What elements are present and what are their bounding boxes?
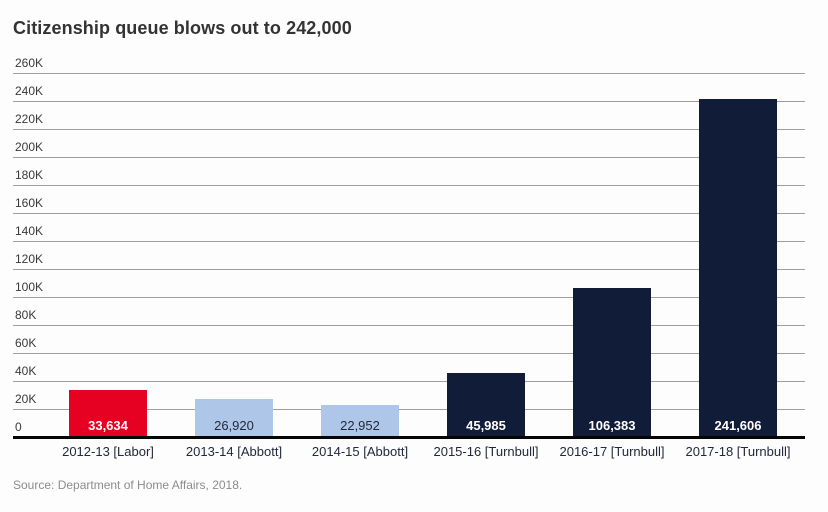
gridline [13,129,805,130]
gridline [13,241,805,242]
bar: 33,634 [69,389,147,437]
y-axis-tick-label: 40K [15,364,37,378]
y-axis-tick-label: 160K [15,196,44,210]
gridline [13,381,805,382]
bar: 45,985 [447,372,525,437]
gridline [13,185,805,186]
y-axis-tick-label: 100K [15,280,44,294]
y-axis-tick-label: 120K [15,252,44,266]
y-axis-tick-label: 240K [15,84,44,98]
bar-value-label: 45,985 [466,417,506,433]
y-axis-tick-label: 80K [15,308,37,322]
gridline [13,325,805,326]
bar-value-label: 26,920 [214,417,254,433]
category-label: 2012-13 [Labor] [62,444,154,459]
gridline [13,269,805,270]
category-label: 2015-16 [Turnbull] [433,444,539,459]
gridline [13,213,805,214]
gridline [13,157,805,158]
bar: 106,383 [573,288,651,437]
gridline [13,353,805,354]
gridline [13,409,805,410]
category-label: 2013-14 [Abbott] [185,444,283,459]
chart-title: Citizenship queue blows out to 242,000 [13,18,352,38]
source-note: Source: Department of Home Affairs, 2018… [13,478,243,492]
category-label: 2017-18 [Turnbull] [685,444,791,459]
x-axis-line [13,436,805,439]
gridline [13,73,805,74]
category-label: 2014-15 [Abbott] [311,444,409,459]
y-axis-tick-label: 140K [15,224,44,238]
y-axis-tick-label: 180K [15,168,44,182]
y-axis-tick-label: 60K [15,336,37,350]
gridline [13,297,805,298]
bar-value-label: 241,606 [714,417,762,433]
y-axis-tick-label: 20K [15,392,37,406]
y-axis-tick-label: 260K [15,56,44,70]
bar: 241,606 [699,98,777,437]
bar-value-label: 33,634 [88,417,128,433]
category-label: 2016-17 [Turnbull] [559,444,665,459]
y-axis-tick-label: 220K [15,112,44,126]
bar-value-label: 22,952 [340,417,380,433]
y-axis-tick-label: 200K [15,140,44,154]
bar: 26,920 [195,399,273,437]
gridline [13,101,805,102]
bar: 22,952 [321,404,399,437]
bar-value-label: 106,383 [588,417,636,433]
y-axis-tick-label: 0 [15,420,22,434]
